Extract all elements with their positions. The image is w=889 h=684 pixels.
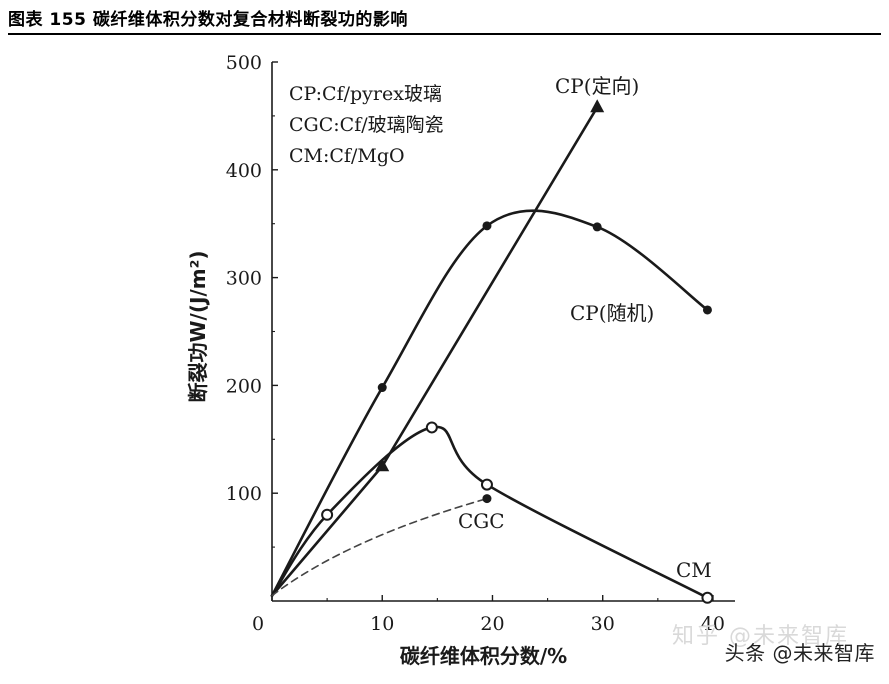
y-tick-label: 100 [226,483,262,505]
series-1-line [270,209,709,597]
series-1-point [592,222,602,232]
series-markers [321,99,714,604]
y-axis-title: 断裂功W/(J/m²) [186,251,210,403]
series-label-cp-random: CP(随机) [570,301,654,325]
series-3-line [271,497,488,597]
series-label-cm: CM [676,558,712,582]
x-tick-label: 20 [480,613,504,635]
x-tick-label: 30 [591,613,615,635]
legend-entry: CM:Cf/MgO [289,145,405,167]
series-1-point [377,383,387,393]
series-0-point [590,99,605,113]
series-2-point [425,421,438,434]
series-2-line [270,425,709,600]
x-tick-label: 10 [370,613,394,635]
x-tick-label: 40 [701,613,725,635]
y-tick-label: 400 [226,160,262,182]
x-axis-title: 碳纤维体积分数/% [400,644,567,668]
series-label-cp-oriented: CP(定向) [555,74,639,98]
watermark: 头条 @未来智库 [724,641,875,665]
series-2-point [701,591,714,604]
chart-labels: 0 10 20 30 40 100 200 300 400 500 碳纤维体积分数/% 断裂功W/(J… [186,52,725,668]
series-0-point [375,458,390,472]
title-underline [8,33,881,35]
watermark-faint: 知乎 @未来智库 [672,624,849,649]
legend-entry: CGC:Cf/玻璃陶瓷 [289,114,444,136]
x-tick-label: 0 [252,613,264,635]
legend-entry: CP:Cf/pyrex玻璃 [289,83,442,105]
y-tick-label: 200 [226,375,262,397]
figure-header: 图表 155 碳纤维体积分数对复合材料断裂功的影响 [0,0,889,38]
y-tick-label: 500 [226,52,262,74]
y-tick-label: 300 [226,268,262,290]
series-2-point [480,478,493,491]
series-2-point [321,508,334,521]
axes [271,61,735,602]
series-3-point [482,494,492,504]
series-label-cgc: CGC [458,509,505,533]
series-1-point [482,221,492,231]
series-1-point [702,305,712,315]
figure-title: 图表 155 碳纤维体积分数对复合材料断裂功的影响 [8,10,408,30]
